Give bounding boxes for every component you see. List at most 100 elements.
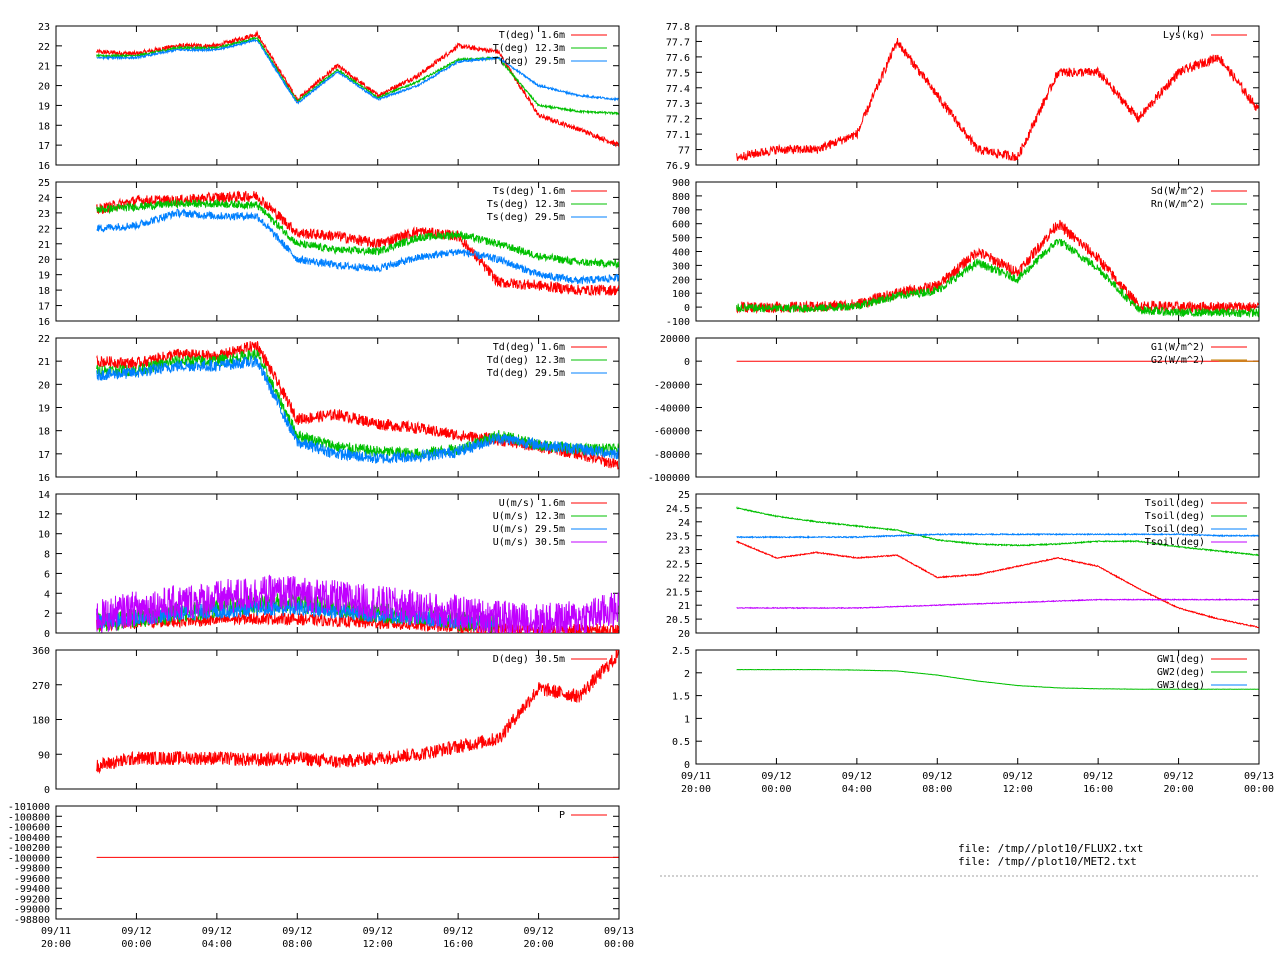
y-tick-label: 180 [32,716,50,727]
panel-soil-temperature: 20 20.5 21 21.5 22 22.5 23 23.5 24 24.5 25 Tsoil(de… [666,490,1260,640]
series-line-blue [96,208,619,285]
plot-frame [695,25,1260,166]
y-tick-label: 18 [38,427,50,438]
x-tick-label-date: 09/12 [443,926,473,937]
series-line-purple [736,598,1259,610]
legend-label: Tsoil(deg) [1145,524,1205,535]
y-tick-label: 18 [38,286,50,297]
y-tick-label: 22 [38,334,50,345]
y-tick-label: 500 [672,234,690,245]
y-tick-label: 800 [672,192,690,203]
y-tick-label: 21 [38,62,50,73]
y-tick-label: -40000 [654,404,690,415]
legend-label: U(m/s) 29.5m [493,524,565,535]
x-tick-label-date: 09/12 [1164,771,1194,782]
x-tick-label-date: 09/11 [681,771,711,782]
y-tick-label: 100 [672,289,690,300]
y-tick-label: -20000 [654,380,690,391]
y-tick-label: 300 [672,261,690,272]
legend-label: U(m/s) 1.6m [499,498,565,509]
x-tick-label-time: 16:00 [443,939,473,950]
y-tick-label: 18 [38,121,50,132]
y-tick-label: 25 [38,178,50,189]
legend-label: Td(deg) 1.6m [493,342,565,353]
y-tick-label: 77.6 [666,53,690,64]
legend-label: GW1(deg) [1157,654,1205,665]
legend-label: D(deg) 30.5m [493,654,565,665]
panel-lysimeter: 76.9 77 77.1 77.2 77.3 77.4 77.5 77.6 77.7 77.8 Ly… [666,22,1260,172]
y-tick-label: 2 [684,669,690,680]
x-tick-label-time: 12:00 [1003,784,1033,795]
y-tick-label: 24 [38,193,50,204]
legend-label: G2(W/m^2) [1151,355,1205,366]
y-tick-label: 0 [44,785,50,796]
series-line-blue [736,532,1259,540]
y-tick-label: 0 [684,357,690,368]
legend-label: Lys(kg) [1163,30,1205,41]
legend-label: Sd(W/m^2) [1151,186,1205,197]
y-tick-label: 20 [38,380,50,391]
legend-label: Ts(deg) 12.3m [487,199,565,210]
y-tick-label: 16 [38,161,50,172]
y-tick-label: -100200 [8,843,50,854]
x-tick-label-time: 04:00 [202,939,232,950]
y-tick-label: 200 [672,275,690,286]
legend-label: Ts(deg) 29.5m [487,212,565,223]
panel-ground-heat-flux: -100000 -80000 -60000 -40000 -20000 0 20000 G1(… [648,334,1260,484]
panel-pressure: -101000-100800-100600-100400-100200-1000… [8,802,634,950]
x-tick-label-time: 08:00 [922,784,952,795]
y-tick-label: 1.5 [672,692,690,703]
y-tick-label: 22 [38,42,50,53]
y-tick-label: -80000 [654,450,690,461]
y-tick-label: 0 [684,760,690,771]
y-tick-label: 4 [44,589,50,600]
y-tick-label: 77.7 [666,37,690,48]
y-tick-label: 77.8 [666,22,690,33]
y-tick-label: 20.5 [666,615,690,626]
plot-frame [695,649,1260,765]
x-tick-label-date: 09/11 [41,926,71,937]
legend-label: T(deg) 1.6m [499,30,565,41]
x-tick-label-time: 20:00 [1164,784,1194,795]
x-tick-label-date: 09/12 [842,771,872,782]
x-tick-label-date: 09/12 [363,926,393,937]
legend-label: Tsoil(deg) [1145,537,1205,548]
y-tick-label: 21 [38,357,50,368]
y-tick-label: 76.9 [666,161,690,172]
plot-frame [695,493,1260,634]
x-tick-label-time: 00:00 [761,784,791,795]
y-tick-label: 22 [678,573,690,584]
panel-surface-temperature: 16 17 18 19 20 21 22 23 24 25 Ts(deg) 1.6m Ts(deg) … [38,178,620,328]
file-path: file: /tmp//plot10/FLUX2.txt [958,842,1143,855]
y-tick-label: 22.5 [666,560,690,571]
file-path: file: /tmp//plot10/MET2.txt [958,855,1137,868]
y-tick-label: 23 [678,546,690,557]
y-tick-label: -100600 [8,823,50,834]
y-tick-label: 23.5 [666,532,690,543]
series-line-red [736,540,1259,629]
y-tick-label: 270 [32,681,50,692]
y-tick-label: 400 [672,248,690,259]
x-tick-label-date: 09/12 [202,926,232,937]
y-tick-label: 21 [38,240,50,251]
y-tick-label: 8 [44,550,50,561]
series-line-red [96,29,619,148]
y-tick-label: 600 [672,220,690,231]
legend-label: GW2(deg) [1157,667,1205,678]
y-tick-label: -98800 [14,915,50,926]
legend-label: U(m/s) 30.5m [493,537,565,548]
plot-frame [55,649,620,790]
y-tick-label: 22 [38,224,50,235]
x-tick-label-date: 09/12 [282,926,312,937]
series-line-green [736,506,1259,557]
y-tick-label: -100000 [8,853,50,864]
plot-frame [55,805,620,920]
y-tick-label: 12 [38,510,50,521]
y-tick-label: -99800 [14,864,50,875]
series-line-blue [96,355,619,464]
panel-radiation: -100 0 100 200 300 400 500 600 700 800 900 Sd(W/m^2… [666,178,1260,328]
y-tick-label: -101000 [8,802,50,813]
legend-label: Td(deg) 29.5m [487,368,565,379]
x-tick-label-time: 20:00 [681,784,711,795]
